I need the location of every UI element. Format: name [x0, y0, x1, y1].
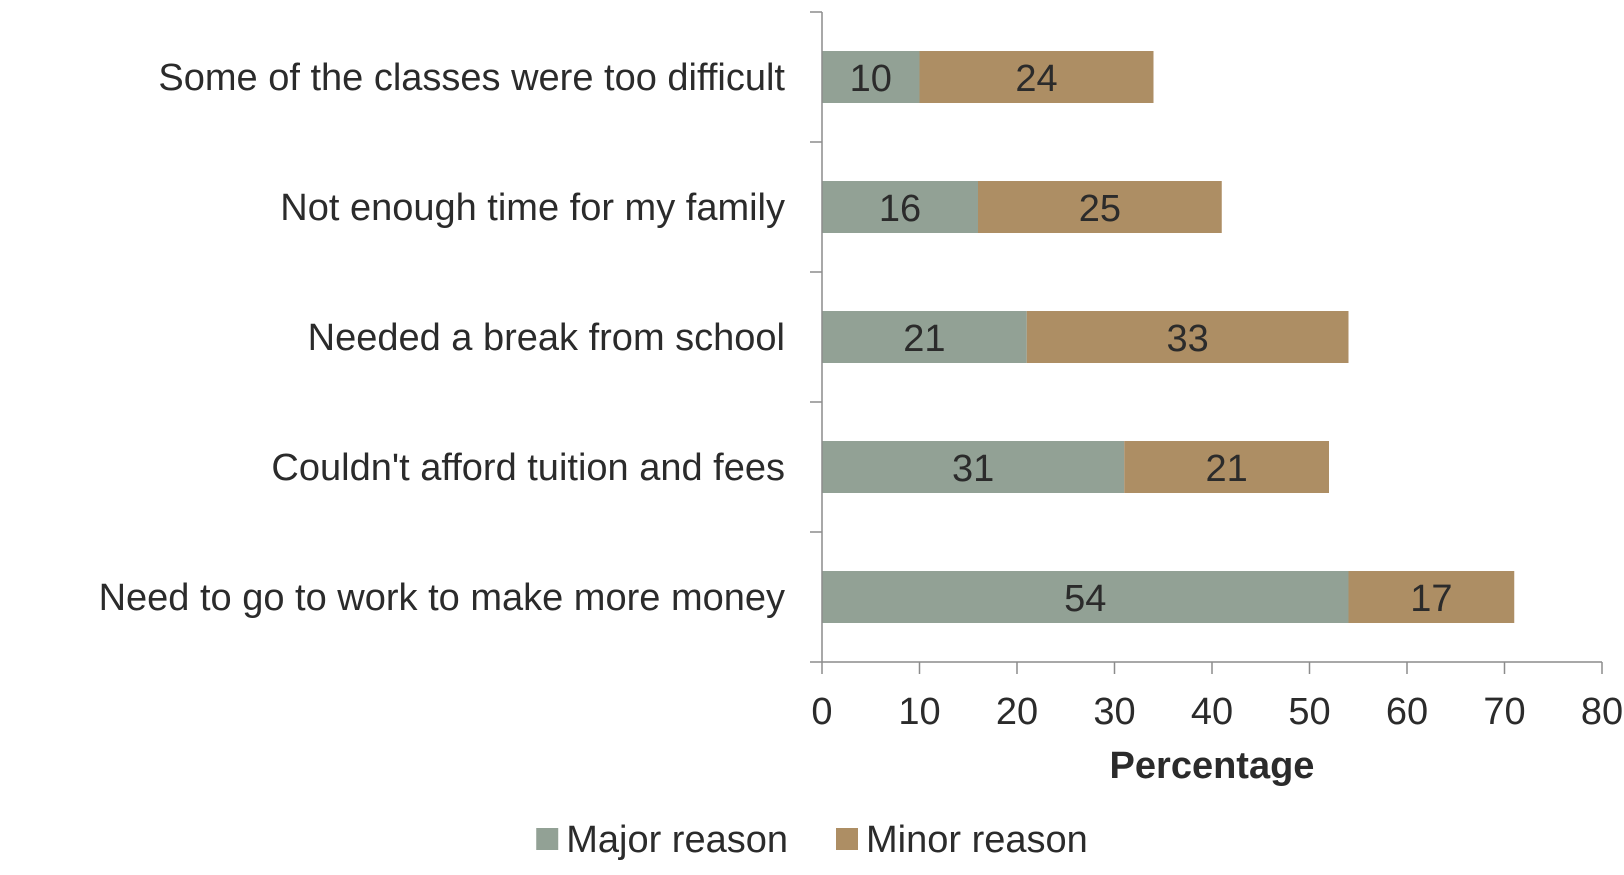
x-tick-label: 60: [1386, 691, 1428, 733]
data-label: 25: [1079, 188, 1121, 230]
data-label: 24: [1015, 58, 1057, 100]
x-tick-label: 40: [1191, 691, 1233, 733]
legend-label-major-reason: Major reason: [566, 819, 788, 861]
x-tick-label: 10: [898, 691, 940, 733]
bar-minor-reason: [978, 181, 1222, 233]
data-label: 33: [1166, 318, 1208, 360]
bar-major-reason: [822, 311, 1027, 363]
x-axis-title: Percentage: [1110, 745, 1315, 787]
category-label: Not enough time for my family: [280, 187, 785, 229]
bar-minor-reason: [1026, 311, 1349, 363]
bar-minor-reason: [1348, 571, 1515, 623]
category-label: Needed a break from school: [308, 317, 785, 359]
bar-minor-reason: [919, 51, 1154, 103]
x-tick-label: 30: [1093, 691, 1135, 733]
bar-major-reason: [822, 441, 1125, 493]
category-label: Some of the classes were too difficult: [158, 57, 785, 99]
category-label: Need to go to work to make more money: [99, 577, 785, 619]
bar-major-reason: [822, 51, 920, 103]
x-tick-label: 70: [1483, 691, 1525, 733]
bar-major-reason: [822, 181, 978, 233]
data-label: 17: [1410, 578, 1452, 620]
data-label: 21: [903, 318, 945, 360]
data-label: 54: [1064, 578, 1106, 620]
legend-label-minor-reason: Minor reason: [866, 819, 1088, 861]
x-tick-label: 80: [1581, 691, 1623, 733]
category-label: Couldn't afford tuition and fees: [271, 447, 785, 489]
data-label: 16: [879, 188, 921, 230]
data-label: 31: [952, 448, 994, 490]
x-tick-label: 0: [811, 691, 832, 733]
x-tick-label: 20: [996, 691, 1038, 733]
data-label: 21: [1205, 448, 1247, 490]
data-label: 10: [850, 58, 892, 100]
bar-minor-reason: [1124, 441, 1329, 493]
legend-swatch-major-reason: [536, 828, 559, 850]
x-tick-label: 50: [1288, 691, 1330, 733]
bar-major-reason: [822, 571, 1349, 623]
legend-swatch-minor-reason: [836, 828, 858, 850]
